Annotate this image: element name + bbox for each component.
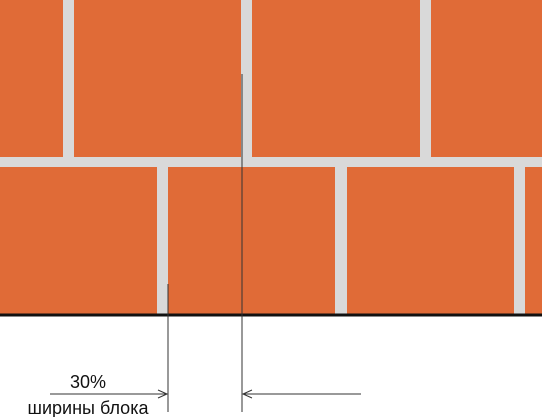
block-upper-4	[431, 0, 542, 157]
block-upper-2	[74, 0, 241, 157]
upper-block-course	[0, 0, 542, 157]
block-upper-3	[252, 0, 420, 157]
lower-block-course	[0, 167, 542, 314]
offset-caption-label: ширины блока	[28, 398, 150, 417]
block-lower-4	[525, 167, 542, 314]
offset-percent-label: 30%	[70, 372, 106, 392]
block-lower-3	[347, 167, 514, 314]
block-lower-1	[0, 167, 157, 314]
dimension-arrow-left-head	[157, 389, 169, 399]
offset-dimension	[50, 74, 361, 412]
block-lower-2	[168, 167, 335, 314]
dimension-arrow-right-head	[241, 389, 253, 399]
block-upper-1	[0, 0, 63, 157]
